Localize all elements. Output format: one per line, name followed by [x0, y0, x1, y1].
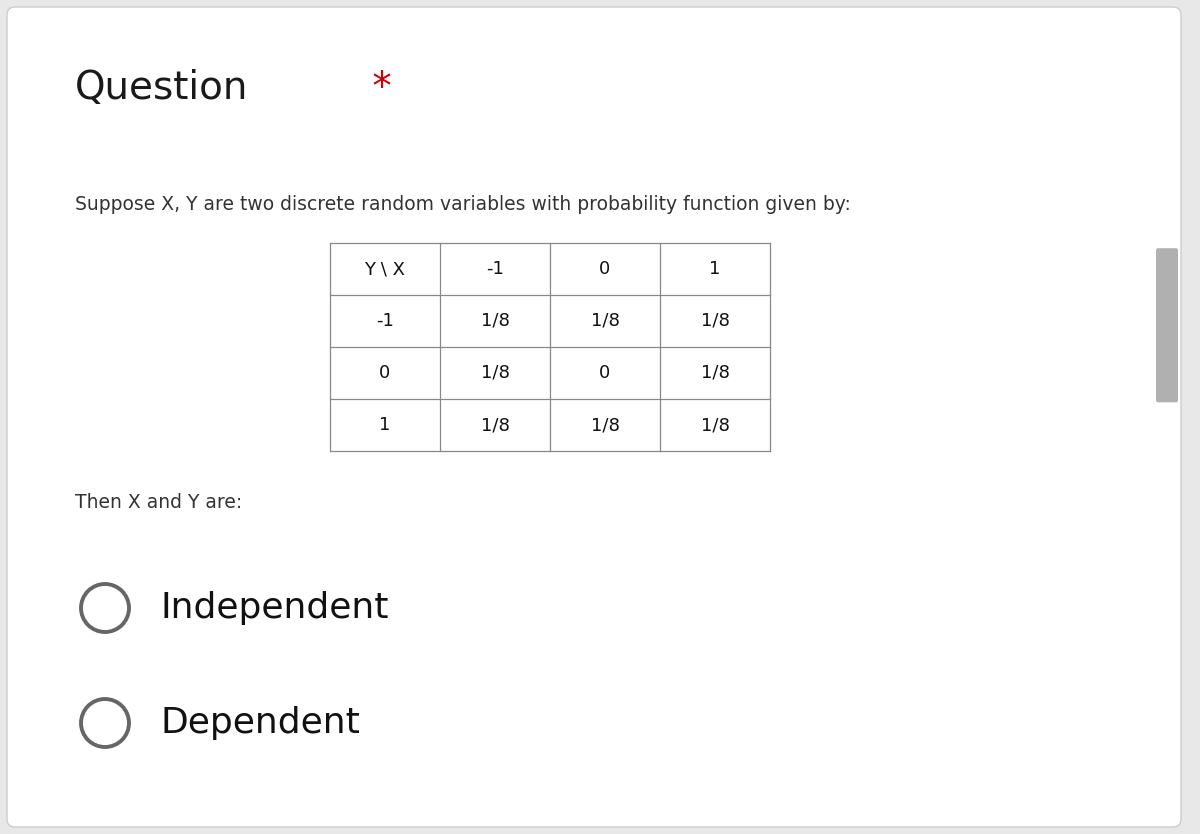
Text: -1: -1 [486, 260, 504, 278]
Text: 1/8: 1/8 [480, 312, 510, 330]
Text: Dependent: Dependent [160, 706, 360, 740]
Text: 1/8: 1/8 [480, 416, 510, 434]
Text: 1/8: 1/8 [701, 416, 730, 434]
Text: 0: 0 [599, 364, 611, 382]
Text: Question: Question [74, 69, 248, 107]
Text: 1/8: 1/8 [480, 364, 510, 382]
Text: *: * [360, 69, 391, 107]
Text: 1/8: 1/8 [701, 312, 730, 330]
Text: Y \ X: Y \ X [365, 260, 406, 278]
Text: 0: 0 [599, 260, 611, 278]
Text: -1: -1 [376, 312, 394, 330]
Text: Suppose X, Y are two discrete random variables with probability function given b: Suppose X, Y are two discrete random var… [74, 195, 851, 214]
Text: 1: 1 [709, 260, 721, 278]
Text: Then X and Y are:: Then X and Y are: [74, 494, 242, 513]
Text: 0: 0 [379, 364, 391, 382]
FancyBboxPatch shape [7, 7, 1181, 827]
Text: 1/8: 1/8 [701, 364, 730, 382]
FancyBboxPatch shape [1156, 249, 1178, 402]
Text: 1/8: 1/8 [590, 416, 619, 434]
Text: Independent: Independent [160, 591, 389, 625]
Text: 1/8: 1/8 [590, 312, 619, 330]
Text: 1: 1 [379, 416, 391, 434]
